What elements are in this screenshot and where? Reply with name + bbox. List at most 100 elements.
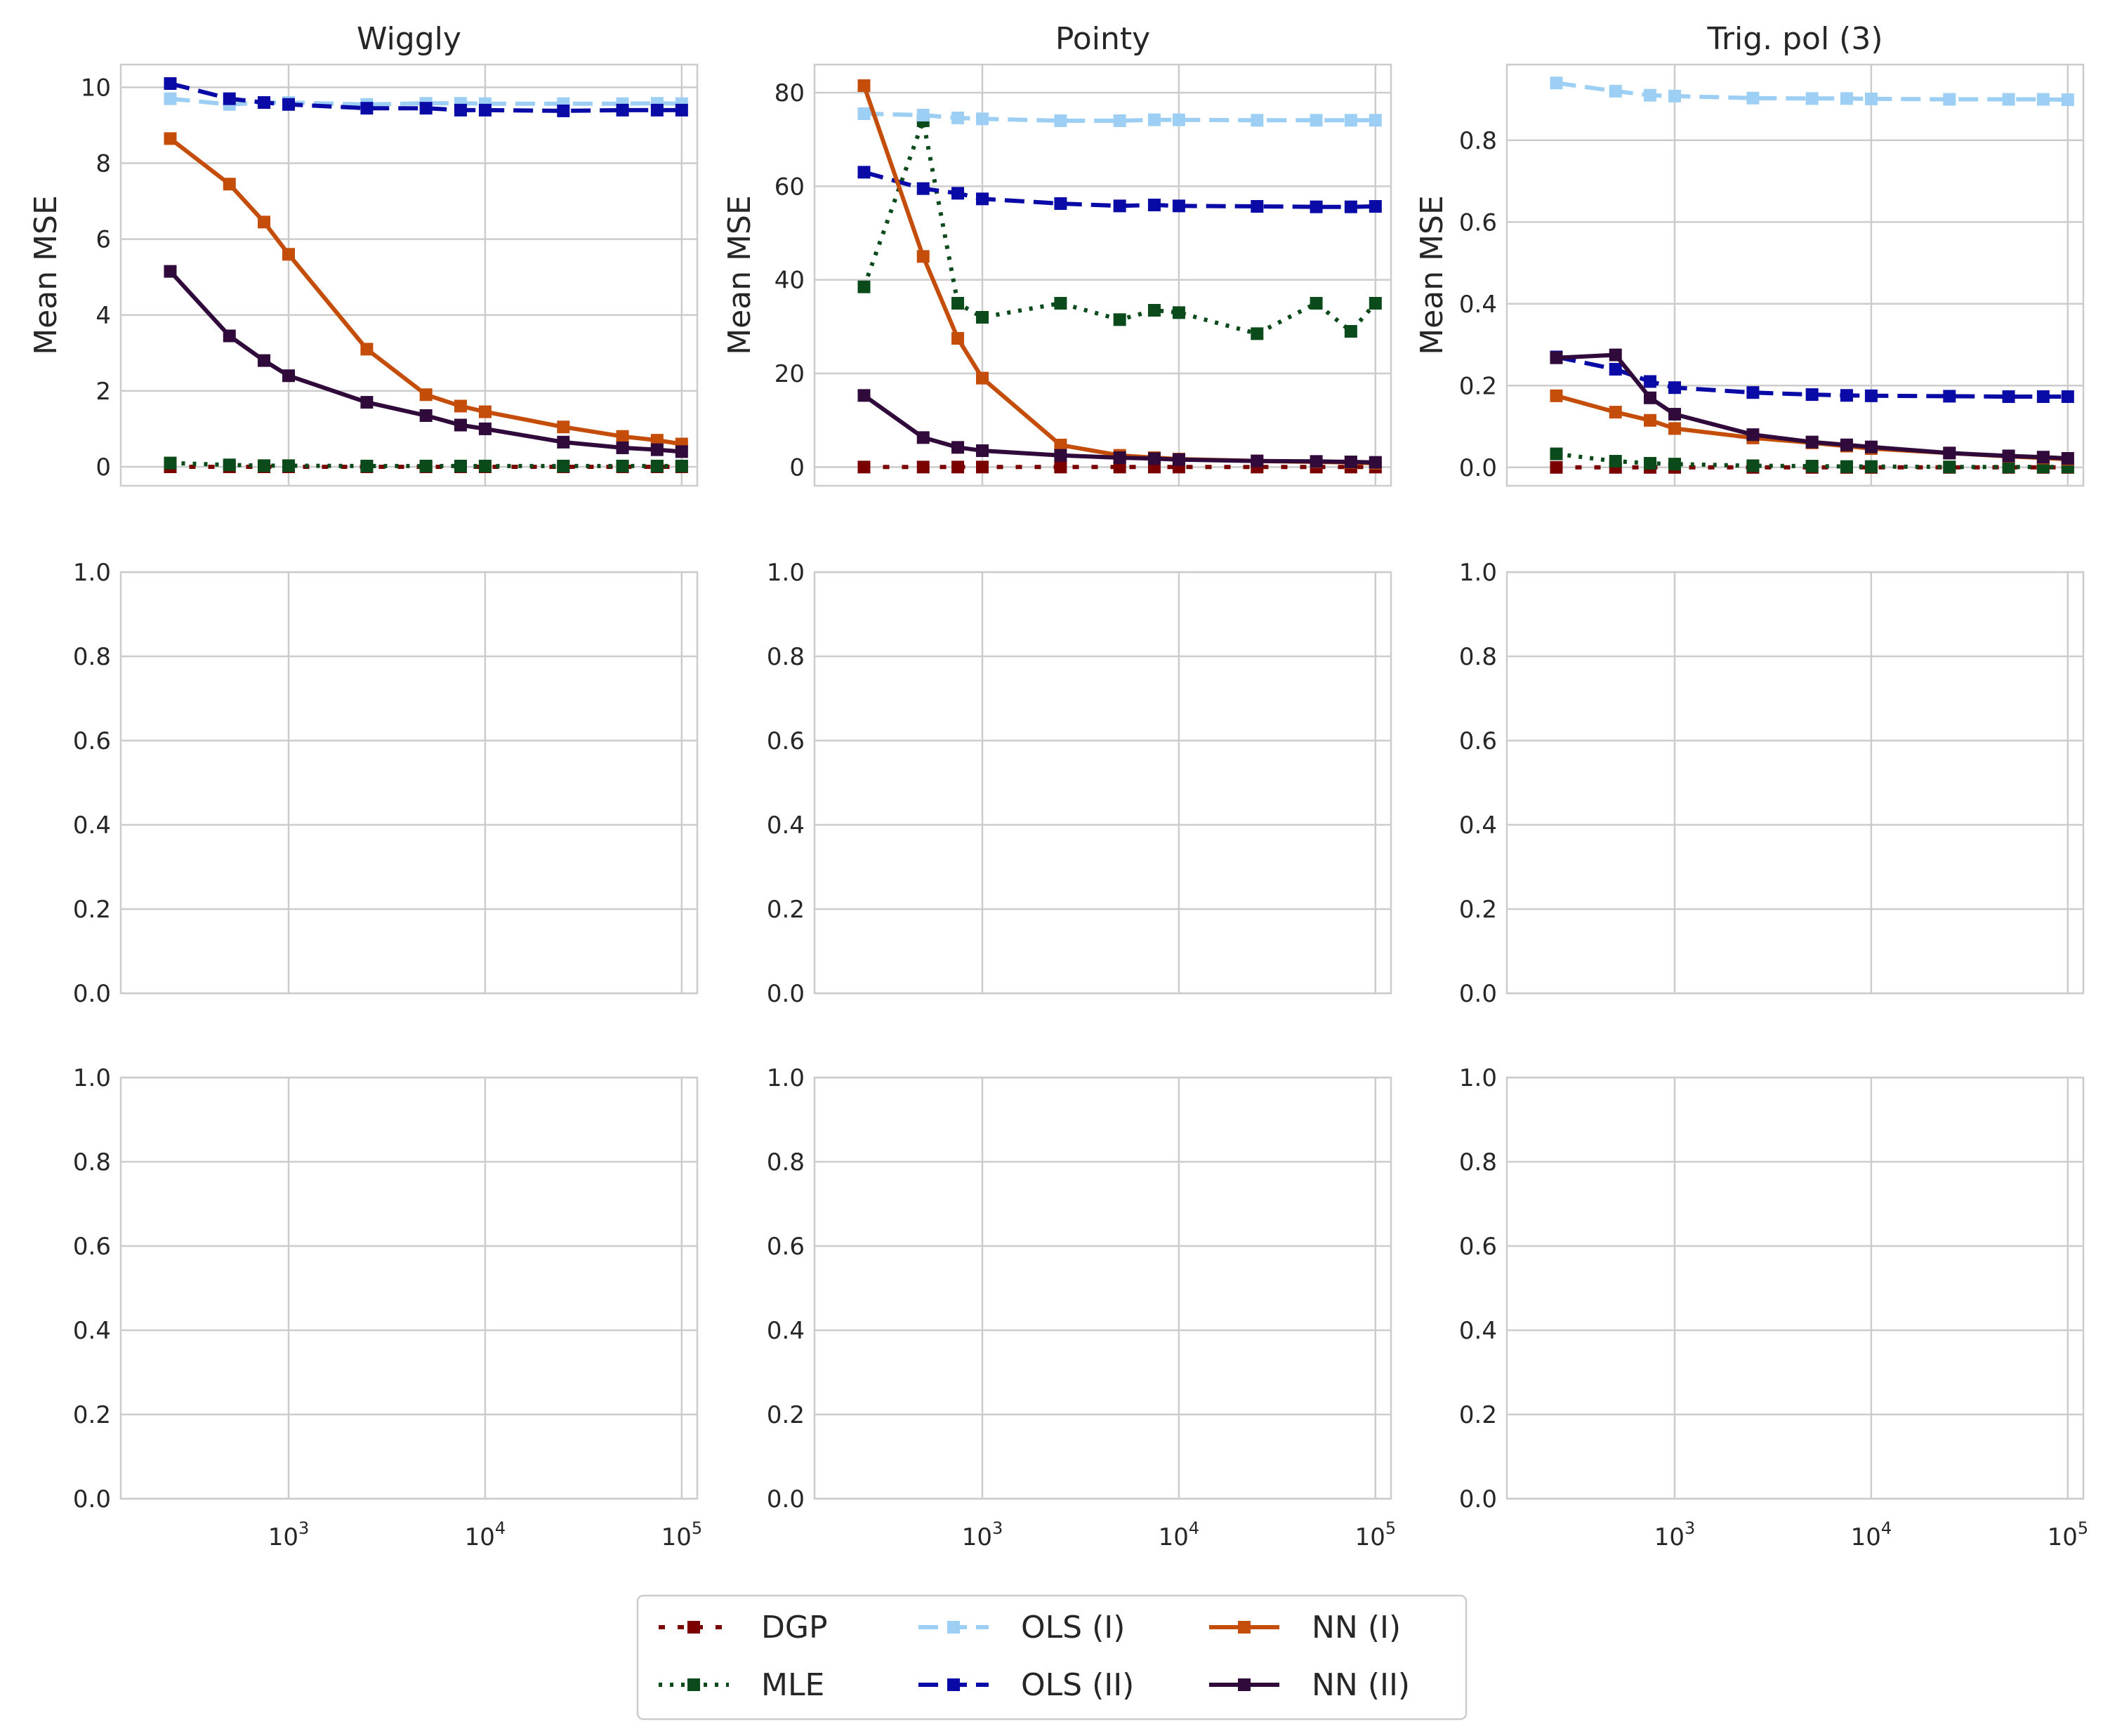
data-point	[2002, 449, 2015, 463]
data-point	[1864, 389, 1878, 402]
data-point	[454, 399, 467, 413]
y-tick-label: 1.0	[767, 559, 805, 587]
panel-title: Pointy	[1055, 21, 1150, 57]
data-point	[1054, 297, 1067, 310]
data-point	[1840, 460, 1853, 473]
y-tick-label: 0.6	[1459, 727, 1497, 755]
y-tick-label: 0.0	[1459, 454, 1497, 482]
data-point	[1668, 422, 1682, 435]
series-ols-i	[1550, 77, 2074, 107]
data-point	[616, 103, 629, 117]
panel-title: Wiggly	[357, 21, 461, 57]
data-point	[857, 389, 871, 402]
data-point	[1668, 458, 1682, 471]
y-tick-label: 1.0	[73, 559, 111, 587]
data-point	[1644, 456, 1657, 470]
legend-label: DGP	[761, 1610, 828, 1645]
data-point	[976, 311, 989, 324]
y-tick-label: 1.0	[1459, 1064, 1497, 1092]
data-point	[951, 112, 965, 124]
y-tick-label: 0.2	[1459, 896, 1497, 924]
legend-marker	[1238, 1678, 1251, 1691]
data-point	[1840, 389, 1853, 402]
data-point	[2061, 451, 2074, 465]
data-point	[1147, 452, 1161, 465]
data-point	[616, 441, 629, 454]
data-point	[164, 456, 177, 470]
data-point	[419, 409, 433, 422]
data-point	[282, 248, 296, 261]
data-point	[1344, 200, 1357, 213]
series-nn-ii	[1550, 348, 2074, 465]
x-tick-label: 103	[1654, 1518, 1696, 1551]
data-point	[650, 443, 664, 456]
data-point	[2036, 390, 2050, 404]
y-tick-label: 6	[95, 226, 111, 254]
data-point	[1746, 459, 1760, 472]
y-tick-label: 0.6	[767, 727, 805, 755]
data-point	[1550, 351, 1563, 364]
data-point	[1943, 446, 1956, 460]
data-point	[557, 104, 570, 117]
data-point	[916, 250, 930, 263]
y-axis-label: Mean MSE	[722, 195, 758, 355]
series-line	[1555, 393, 2068, 462]
axes-frame	[119, 571, 699, 995]
data-point	[1609, 84, 1622, 98]
panel-3: 0.0 0.2 0.4 0.6 0.8 Trig. pol (3) Mean MSE	[1414, 21, 2085, 487]
data-point	[478, 422, 492, 435]
data-point	[1840, 438, 1853, 451]
axes-frame	[1505, 571, 2085, 995]
legend-entry-dgp: DGP	[659, 1610, 828, 1645]
legend-label: OLS (II)	[1021, 1667, 1134, 1703]
data-point	[1054, 449, 1067, 462]
panel-title: Trig. pol (3)	[1706, 21, 1883, 57]
y-tick-label: 0.0	[73, 1485, 111, 1513]
data-point	[223, 329, 236, 343]
x-tick-label: 105	[661, 1518, 703, 1551]
data-point	[2036, 93, 2050, 106]
data-point	[1668, 381, 1682, 395]
legend: DGP MLE OLS (I) OLS (II) NN (I) NN (II)	[636, 1594, 1468, 1721]
data-point	[951, 297, 965, 310]
data-point	[1113, 114, 1126, 127]
axes-frame	[119, 1076, 699, 1500]
data-point	[557, 459, 570, 472]
data-point	[1746, 428, 1760, 442]
data-point	[1609, 406, 1622, 419]
axes-frame	[1505, 63, 2085, 487]
y-tick-label: 1.0	[1459, 559, 1497, 587]
data-point	[857, 460, 871, 474]
y-tick-label: 0	[95, 453, 111, 482]
panel-6: 0.0 0.2 0.4 0.6 0.8 1.0	[1459, 559, 2085, 1008]
data-point	[857, 166, 871, 179]
data-point	[1054, 114, 1067, 127]
x-tick-label: 103	[268, 1518, 310, 1551]
data-point	[1609, 455, 1622, 468]
panel-4: 0.0 0.2 0.4 0.6 0.8 1.0	[73, 559, 699, 1008]
y-tick-label: 0.2	[767, 1401, 805, 1429]
legend-marker	[947, 1621, 960, 1634]
data-point	[857, 280, 871, 293]
data-point	[1668, 408, 1682, 421]
y-axis-label: Mean MSE	[1414, 195, 1450, 355]
data-point	[1344, 456, 1357, 468]
legend-entry-ols-i: OLS (I)	[918, 1610, 1125, 1645]
panel-1: 0 2 4 6 8 10 Wiggly Mean MSE	[28, 21, 699, 487]
data-point	[1251, 327, 1264, 340]
y-tick-label: 4	[95, 302, 111, 330]
data-point	[282, 98, 296, 111]
data-point	[1172, 306, 1185, 319]
data-point	[2002, 390, 2015, 404]
y-tick-label: 0.0	[73, 980, 111, 1008]
legend-entry-nn-ii: NN (II)	[1209, 1667, 1410, 1703]
data-point	[1147, 113, 1161, 126]
y-tick-label: 0.8	[73, 643, 111, 671]
data-point	[1644, 413, 1657, 427]
data-point	[1644, 391, 1657, 404]
data-point	[223, 92, 236, 105]
data-point	[164, 77, 177, 91]
data-point	[1550, 77, 1563, 90]
series-line	[170, 460, 682, 468]
